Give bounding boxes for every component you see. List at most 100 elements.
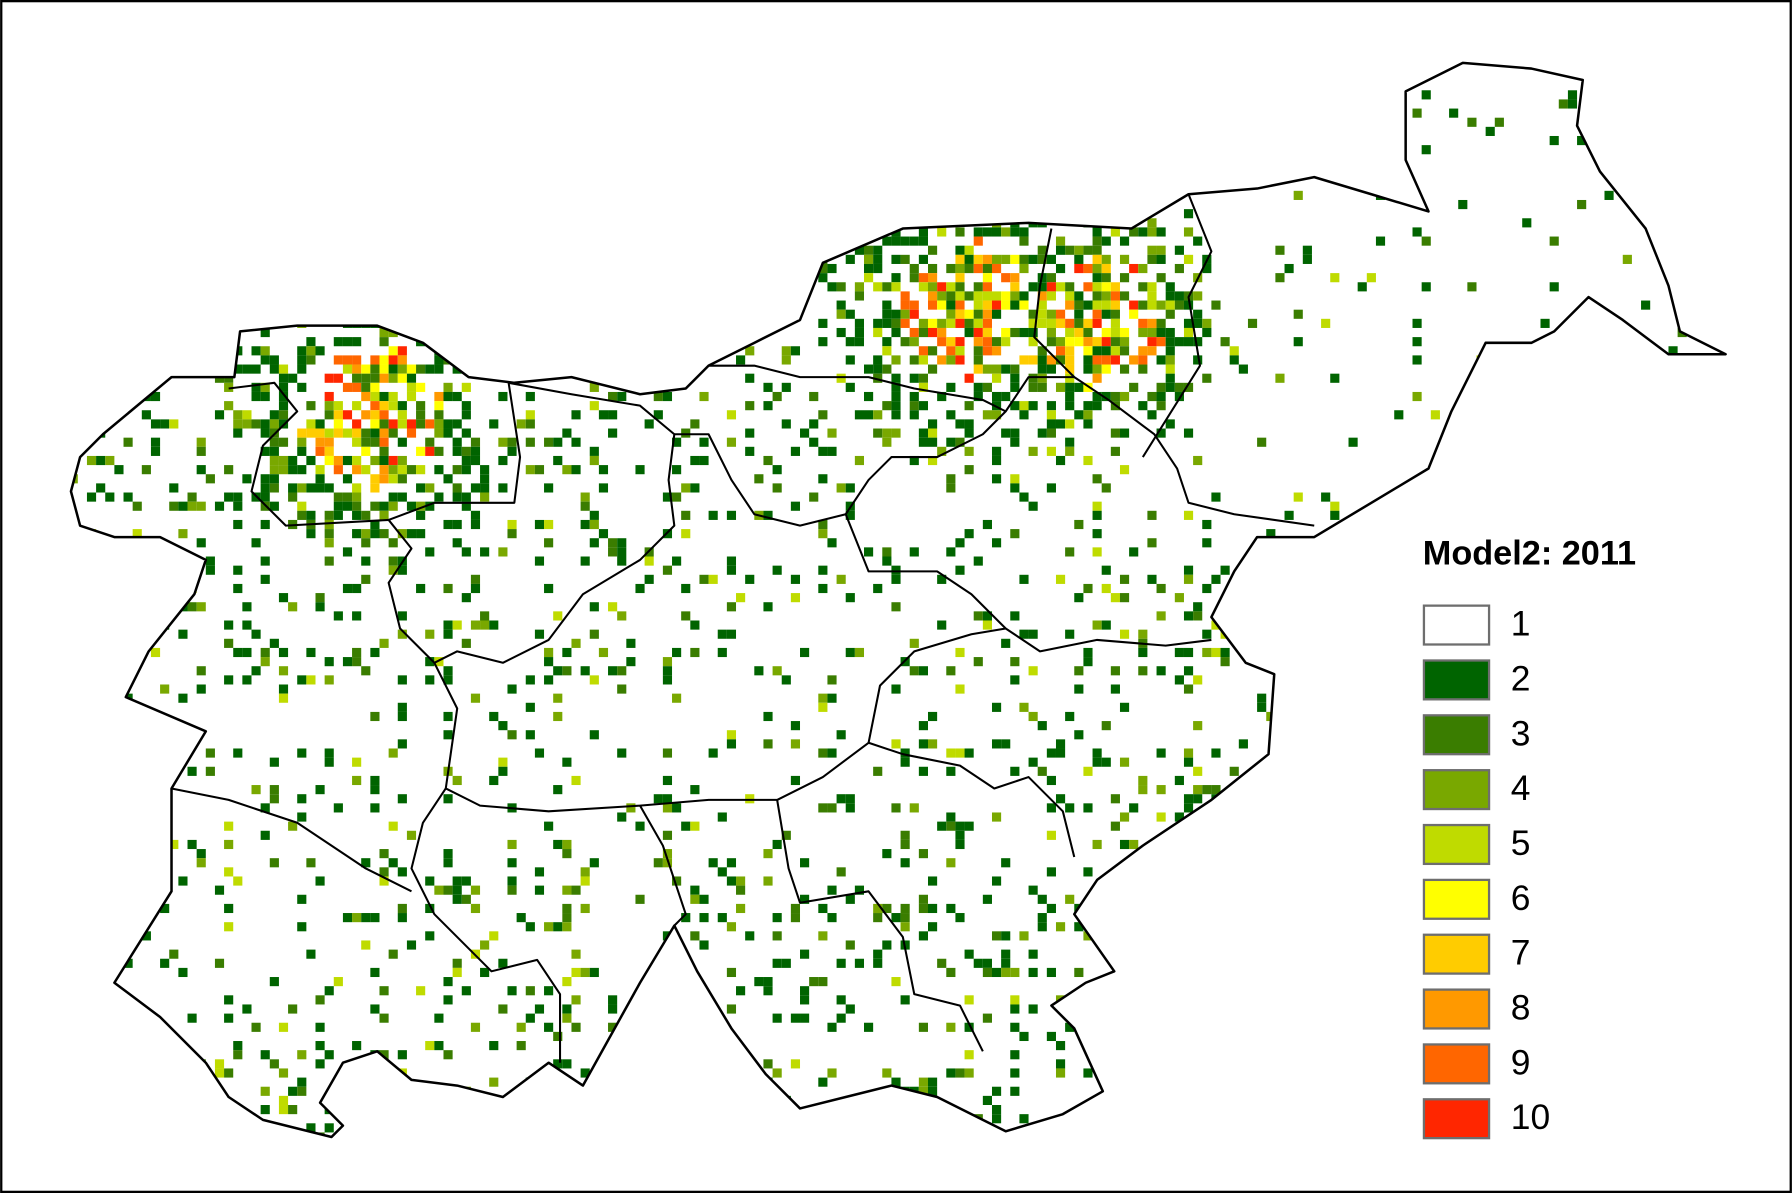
raster-cell <box>873 355 883 365</box>
raster-cell <box>1110 327 1120 338</box>
raster-cell <box>388 474 398 484</box>
raster-cell <box>589 446 599 456</box>
raster-cell <box>873 913 883 923</box>
raster-cell <box>763 711 773 722</box>
raster-cell <box>571 410 581 420</box>
raster-cell <box>123 492 133 502</box>
raster-cell <box>361 574 371 584</box>
raster-cell <box>827 1022 837 1032</box>
raster-cell <box>352 913 362 923</box>
raster-cell <box>224 1068 234 1078</box>
raster-cell <box>233 748 243 758</box>
raster-cell <box>891 309 901 319</box>
raster-cell <box>562 913 572 923</box>
raster-cell <box>1001 428 1011 438</box>
raster-cell <box>406 465 417 475</box>
raster-cell <box>964 309 974 319</box>
raster-cell <box>1037 364 1047 374</box>
raster-cell <box>946 858 956 868</box>
raster-cell <box>443 675 453 685</box>
raster-cell <box>690 419 700 429</box>
raster-cell <box>818 529 828 539</box>
raster-cell <box>836 867 846 877</box>
raster-cell <box>278 455 289 466</box>
raster-cell <box>443 419 453 429</box>
raster-cell <box>233 501 243 511</box>
raster-cell <box>224 638 234 648</box>
raster-cell <box>297 812 307 822</box>
raster-cell <box>918 849 928 859</box>
raster-cell <box>864 1022 874 1032</box>
raster-cell <box>1083 1068 1093 1078</box>
raster-cell <box>1092 318 1102 328</box>
raster-cell <box>269 474 279 484</box>
raster-cell <box>452 885 462 895</box>
raster-cell <box>955 830 965 840</box>
raster-cell <box>352 355 362 365</box>
raster-cell <box>1138 666 1148 676</box>
raster-cell <box>827 1068 837 1078</box>
raster-cell <box>562 849 572 859</box>
raster-cell <box>955 263 965 274</box>
raster-cell <box>306 428 316 438</box>
raster-cell <box>1083 355 1093 365</box>
raster-cell <box>224 620 234 630</box>
raster-cell <box>672 556 682 566</box>
raster-cell <box>507 986 517 996</box>
raster-cell <box>946 300 956 310</box>
raster-cell <box>324 538 334 548</box>
raster-cell <box>1412 337 1422 347</box>
raster-cell <box>370 785 380 795</box>
raster-cell <box>955 337 965 347</box>
raster-cell <box>973 364 983 374</box>
raster-cell <box>790 903 801 914</box>
raster-cell <box>699 437 709 447</box>
raster-cell <box>726 858 737 868</box>
raster-cell <box>214 1059 225 1069</box>
raster-cell <box>1065 547 1075 557</box>
raster-cell <box>205 556 215 566</box>
raster-cell <box>1101 236 1111 246</box>
raster-cell <box>1019 1114 1029 1124</box>
raster-cell <box>406 391 417 402</box>
raster-cell <box>160 903 170 914</box>
raster-cell <box>233 876 243 886</box>
raster-cell <box>205 565 215 575</box>
raster-cell <box>397 492 407 502</box>
raster-cell <box>1046 410 1056 420</box>
raster-cell <box>918 382 928 392</box>
raster-cell <box>891 803 901 813</box>
raster-cell <box>946 967 956 978</box>
raster-cell <box>1110 318 1120 328</box>
raster-cell <box>1074 666 1084 676</box>
raster-cell <box>443 794 453 804</box>
raster-cell <box>955 839 965 850</box>
raster-cell <box>1211 647 1221 658</box>
raster-cell <box>525 922 535 932</box>
raster-cell <box>278 1022 289 1032</box>
raster-cell <box>790 913 801 923</box>
raster-cell <box>443 730 453 740</box>
raster-cell <box>662 657 673 667</box>
raster-cell <box>1074 593 1084 603</box>
raster-cell <box>1183 666 1194 676</box>
raster-cell <box>662 794 673 804</box>
raster-cell <box>1110 355 1120 365</box>
raster-cell <box>635 894 645 904</box>
raster-cell <box>1174 382 1184 392</box>
raster-cell <box>845 355 855 365</box>
raster-cell <box>507 684 517 694</box>
raster-cell <box>297 1077 307 1087</box>
raster-cell <box>1092 254 1102 264</box>
raster-cell <box>361 510 371 520</box>
raster-cell <box>1138 355 1148 365</box>
raster-cell <box>1046 364 1056 374</box>
raster-cell <box>379 437 389 447</box>
raster-cell <box>800 647 810 658</box>
raster-cell <box>233 428 243 438</box>
raster-cell <box>1010 474 1020 484</box>
raster-cell <box>1083 300 1093 310</box>
raster-cell <box>352 501 362 511</box>
region-border <box>387 519 1212 813</box>
raster-cell <box>1019 300 1029 310</box>
